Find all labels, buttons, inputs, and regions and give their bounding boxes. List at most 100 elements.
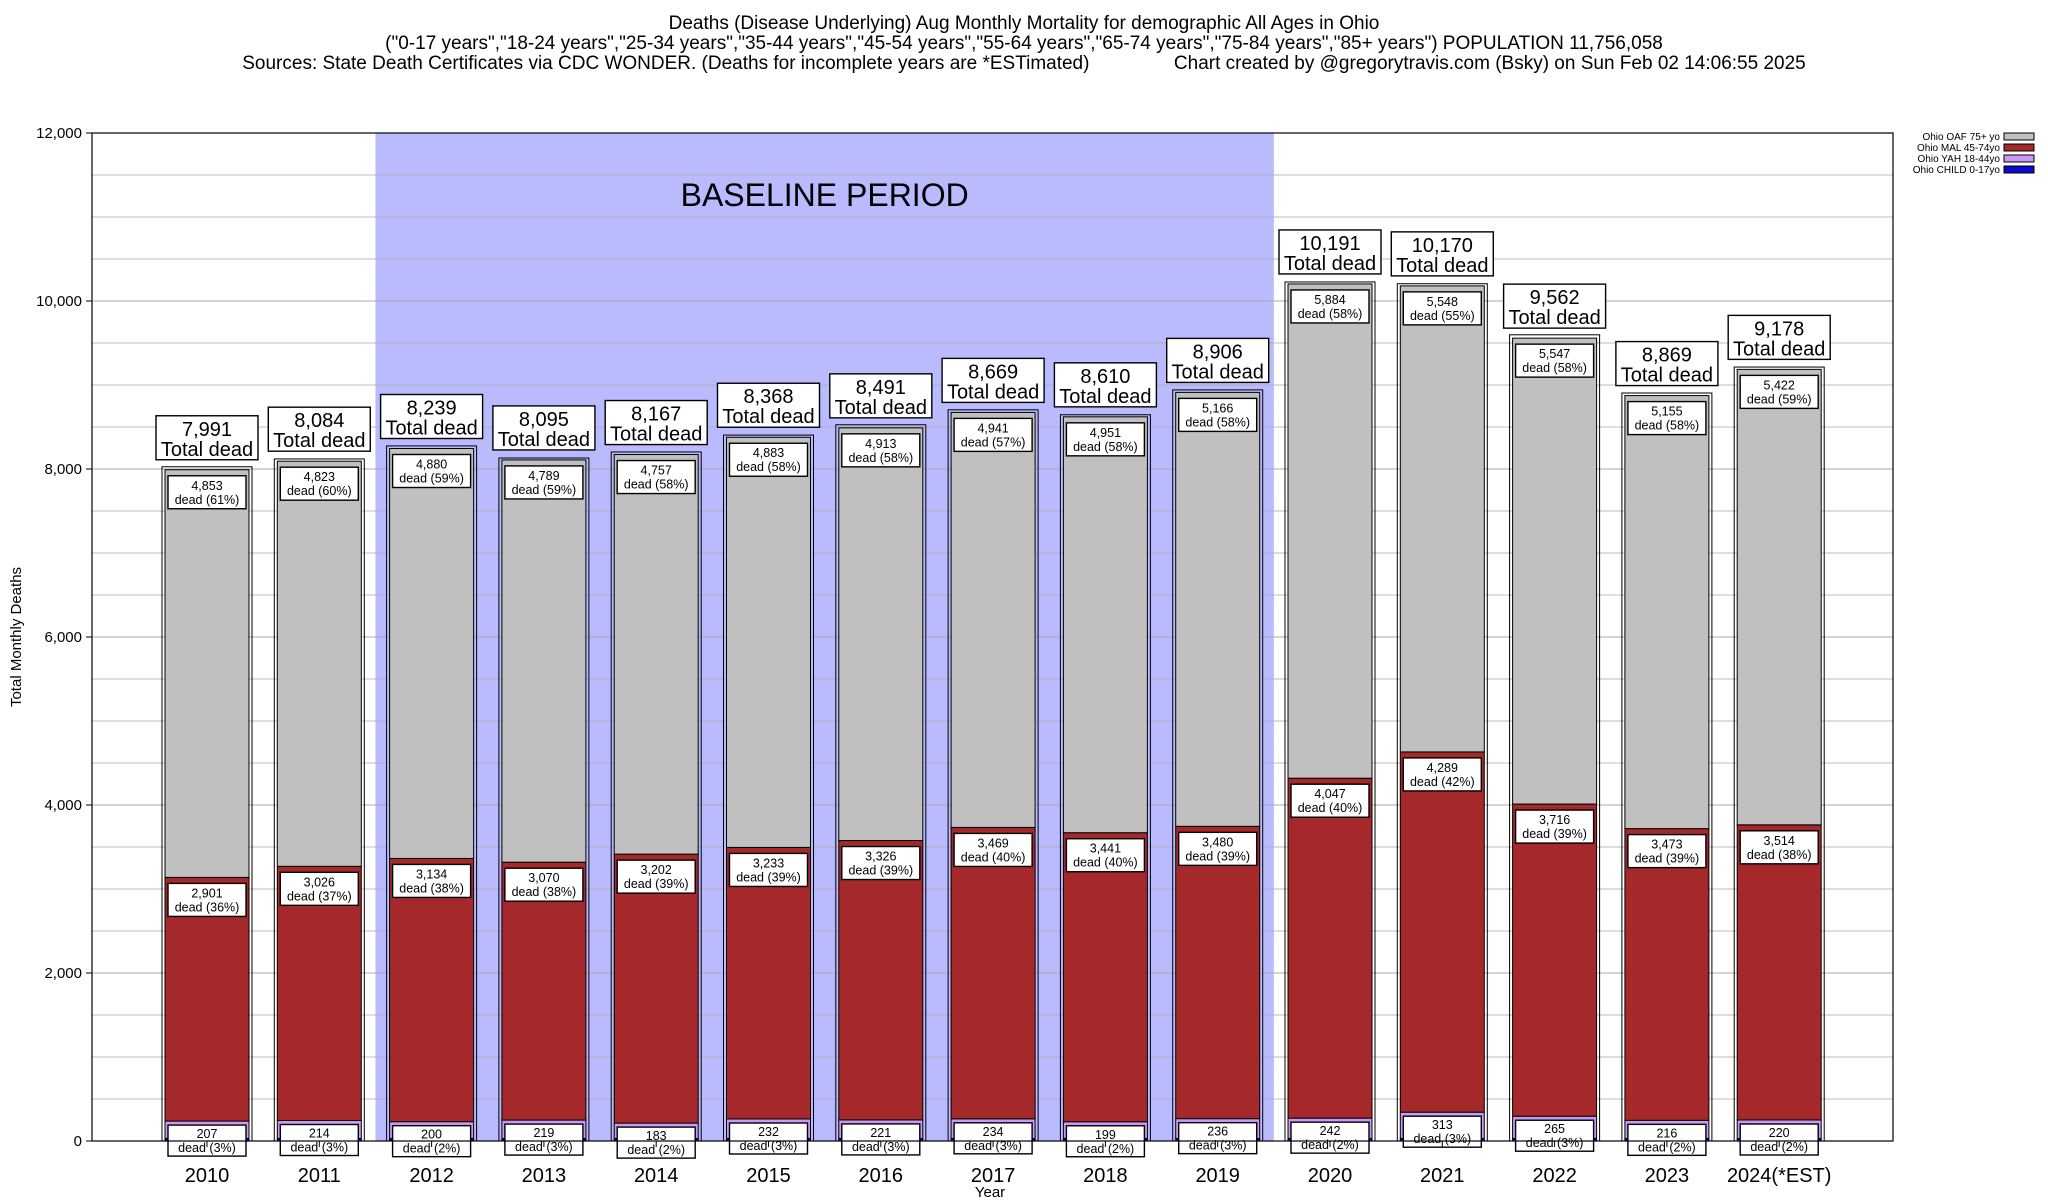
segment-pct-label: dead (3%)	[178, 1141, 236, 1155]
segment-pct-label: dead (58%)	[1298, 307, 1363, 321]
segment-count-label: 3,441	[1090, 842, 1121, 856]
segment-pct-label: dead (40%)	[1073, 856, 1138, 870]
x-tick-label: 2012	[409, 1165, 454, 1187]
segment-count-label: 4,789	[528, 469, 559, 483]
total-suffix-label: Total dead	[1284, 253, 1376, 275]
segment-pct-label: dead (38%)	[512, 885, 577, 899]
segment-count-label: 3,514	[1764, 834, 1795, 848]
total-label-box	[267, 406, 371, 452]
segment-count-label: 5,166	[1202, 401, 1233, 415]
total-label-box	[1390, 231, 1495, 277]
segment-label-box	[1739, 830, 1819, 865]
segment-pct-label: dead (59%)	[1747, 392, 1812, 406]
segment-pct-label: dead (58%)	[1073, 440, 1138, 454]
total-value-label: 10,170	[1412, 235, 1473, 257]
segment-label-box	[391, 453, 472, 489]
total-label-box	[1165, 337, 1270, 384]
segment-count-label: 207	[197, 1127, 218, 1141]
segment-count-label: 4,853	[191, 479, 222, 493]
bar-segment	[838, 427, 924, 842]
segment-label-box	[953, 1122, 1033, 1155]
bar-segment	[276, 865, 362, 1122]
total-label-box	[155, 415, 259, 461]
total-suffix-label: Total dead	[610, 424, 702, 446]
segment-pct-label: dead (58%)	[624, 478, 689, 492]
bar-segment	[1287, 777, 1373, 1119]
segment-label-box	[1290, 289, 1370, 324]
segment-count-label: 5,884	[1314, 293, 1345, 307]
segment-count-label: 4,883	[753, 446, 784, 460]
segment-pct-label: dead (39%)	[1522, 827, 1587, 841]
segment-pct-label: dead (58%)	[736, 460, 801, 474]
segment-count-label: 4,757	[641, 464, 672, 478]
segment-pct-label: dead (58%)	[1522, 361, 1587, 375]
segment-label-box	[279, 871, 359, 907]
total-value-label: 8,610	[1080, 366, 1130, 388]
x-tick-label: 2015	[746, 1165, 791, 1187]
bar-segment	[1062, 416, 1148, 834]
segment-pct-label: dead (2%)	[1638, 1140, 1696, 1154]
segment-pct-label: dead (2%)	[1077, 1142, 1135, 1156]
segment-count-label: 234	[983, 1125, 1004, 1139]
x-axis-title: Year	[975, 1184, 1005, 1200]
y-tick-label: 10,000	[36, 293, 82, 310]
total-suffix-label: Total dead	[1396, 255, 1488, 277]
segment-count-label: 5,155	[1651, 405, 1682, 419]
segment-count-label: 3,716	[1539, 813, 1570, 827]
segment-label-box	[1177, 831, 1258, 867]
bar-segment	[950, 411, 1036, 828]
segment-count-label: 3,026	[304, 875, 335, 889]
segment-pct-label: dead (58%)	[848, 451, 913, 465]
segment-label-box	[1739, 1123, 1819, 1156]
x-tick-label: 2021	[1420, 1165, 1465, 1187]
segment-count-label: 4,047	[1314, 787, 1345, 801]
segment-count-label: 214	[309, 1127, 330, 1141]
bar-segment	[1175, 391, 1261, 827]
segment-pct-label: dead (42%)	[1410, 775, 1475, 789]
segment-pct-label: dead (59%)	[399, 472, 464, 486]
segment-pct-label: dead (61%)	[175, 493, 240, 507]
total-suffix-label: Total dead	[1508, 307, 1600, 329]
segment-label-box	[1402, 757, 1483, 792]
segment-label-box	[167, 475, 247, 510]
segment-label-box	[953, 832, 1033, 868]
total-suffix-label: Total dead	[161, 439, 253, 461]
total-suffix-label: Total dead	[1172, 361, 1264, 383]
bar-segment	[1624, 828, 1710, 1121]
segment-pct-label: dead (36%)	[175, 900, 240, 914]
legend-label: Ohio OAF 75+ yo	[1922, 132, 2000, 143]
segment-count-label: 200	[421, 1128, 442, 1142]
x-tick-label: 2022	[1532, 1165, 1577, 1187]
segment-label-box	[504, 1123, 584, 1156]
total-value-label: 8,167	[631, 404, 681, 426]
y-tick-label: 12,000	[36, 125, 82, 142]
total-value-label: 8,491	[856, 377, 906, 399]
x-tick-label: 2019	[1195, 1165, 1240, 1187]
total-label-box	[941, 357, 1045, 404]
total-suffix-label: Total dead	[1733, 338, 1825, 360]
legend-label: Ohio MAL 45-74yo	[1917, 143, 2000, 154]
y-tick-label: 2,000	[44, 965, 82, 982]
segment-count-label: 4,913	[865, 437, 896, 451]
segment-pct-label: dead (39%)	[1185, 849, 1250, 863]
segment-count-label: 313	[1432, 1118, 1453, 1132]
segment-label-box	[1065, 838, 1146, 873]
segment-count-label: 3,233	[753, 856, 784, 870]
bar-segment	[164, 876, 250, 1122]
total-suffix-label: Total dead	[947, 381, 1039, 403]
legend-swatch	[2003, 132, 2035, 141]
total-value-label: 8,669	[968, 361, 1018, 383]
y-axis-title: Total Monthly Deaths	[8, 567, 25, 707]
x-tick-label: 2011	[298, 1165, 341, 1187]
segment-pct-label: dead (39%)	[624, 877, 689, 891]
chart-title-block: Deaths (Disease Underlying) Aug Monthly …	[0, 14, 2048, 74]
total-value-label: 8,368	[743, 386, 793, 408]
segment-label-box	[167, 882, 247, 918]
x-tick-label: 2014	[634, 1165, 679, 1187]
segment-count-label: 3,326	[865, 850, 896, 864]
segment-label-box	[841, 433, 921, 468]
total-value-label: 10,191	[1299, 233, 1360, 255]
x-tick-label: 2018	[1083, 1165, 1128, 1187]
segment-pct-label: dead (40%)	[961, 850, 1026, 864]
segment-count-label: 265	[1544, 1122, 1565, 1136]
